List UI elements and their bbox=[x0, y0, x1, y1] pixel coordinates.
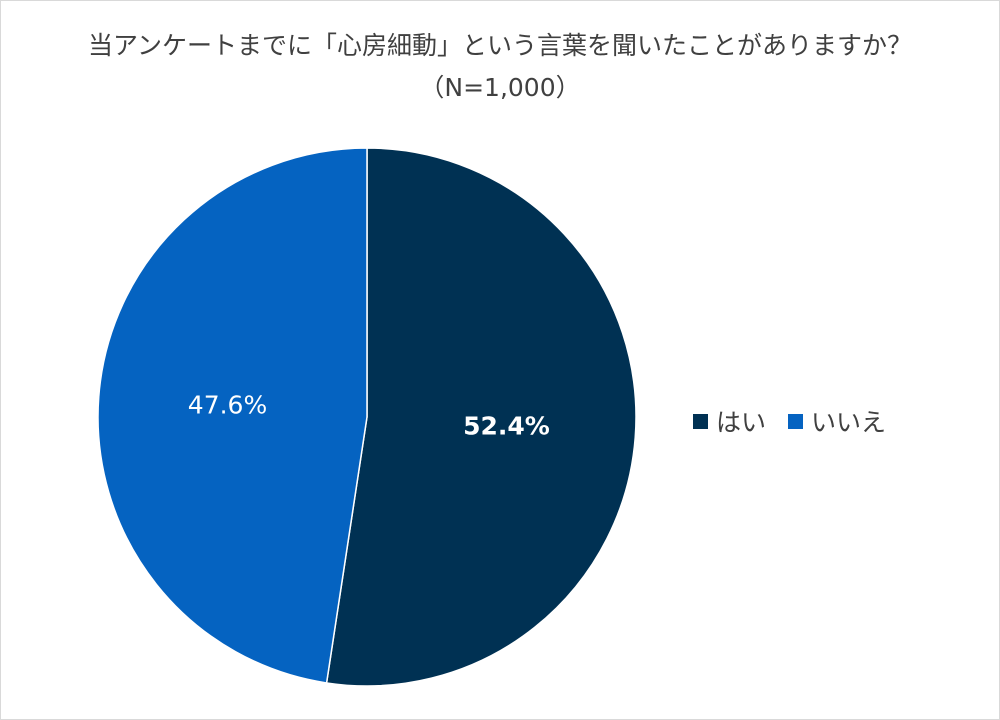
legend-label-no: いいえ bbox=[811, 408, 887, 437]
legend-item-no: いいえ bbox=[788, 403, 886, 439]
legend: はい いいえ bbox=[693, 403, 886, 439]
slice-no bbox=[97, 147, 368, 684]
legend-item-yes: はい bbox=[693, 403, 766, 439]
legend-label-yes: はい bbox=[716, 408, 767, 437]
chart-subtitle: （N=1,000） bbox=[419, 73, 581, 102]
data-label-no: 47.6% bbox=[188, 390, 267, 419]
slice-yes bbox=[325, 147, 637, 687]
legend-swatch-yes bbox=[693, 413, 708, 429]
data-label-yes: 52.4% bbox=[463, 412, 550, 441]
chart-title-block: 当アンケートまでに「心房細動」という言葉を聞いたことがありますか？ （N=1,0… bbox=[1, 25, 999, 109]
chart-title: 当アンケートまでに「心房細動」という言葉を聞いたことがありますか？ bbox=[87, 31, 912, 60]
legend-swatch-no bbox=[788, 413, 804, 429]
